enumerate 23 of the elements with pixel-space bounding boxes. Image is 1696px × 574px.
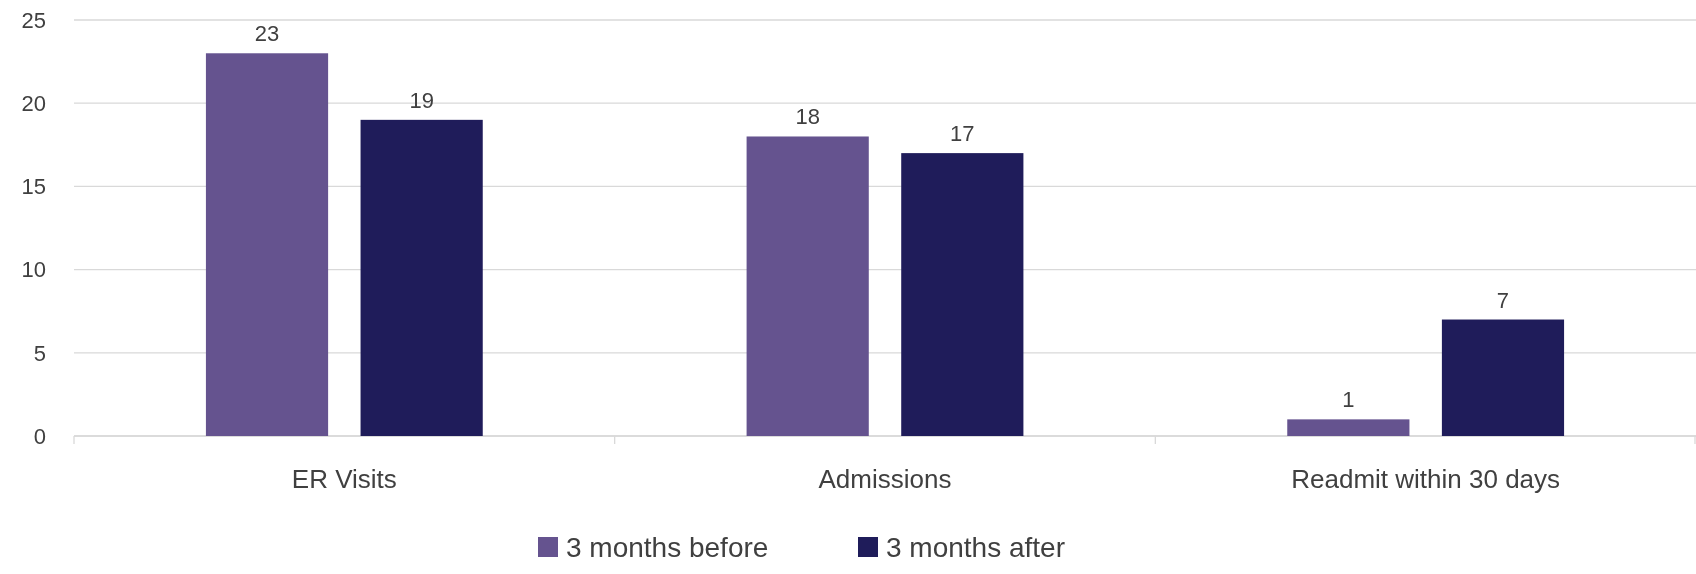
- bar: [901, 153, 1024, 436]
- bar: [205, 53, 329, 436]
- bar: [1287, 419, 1410, 436]
- data-label: 7: [1496, 287, 1510, 313]
- data-label: 18: [795, 104, 820, 130]
- x-tick-label: Admissions: [818, 464, 952, 494]
- data-label: 17: [950, 121, 975, 147]
- bar: [360, 119, 483, 436]
- data-label: 1: [1342, 387, 1355, 413]
- y-tick-label: 0: [33, 423, 46, 449]
- data-label: 23: [254, 21, 280, 47]
- bar: [746, 136, 869, 436]
- y-tick-label: 10: [21, 257, 46, 283]
- bar: [1441, 319, 1565, 436]
- x-tick-label: Readmit within 30 days: [1291, 464, 1561, 494]
- y-tick-label: 15: [21, 174, 46, 200]
- y-tick-label: 5: [33, 340, 46, 366]
- legend-label: 3 months before: [566, 531, 769, 563]
- data-label: 19: [409, 87, 434, 113]
- x-tick-label: ER Visits: [291, 464, 397, 494]
- y-tick-label: 20: [21, 90, 46, 116]
- y-tick-label: 25: [21, 7, 46, 33]
- legend-label: 3 months after: [886, 531, 1065, 563]
